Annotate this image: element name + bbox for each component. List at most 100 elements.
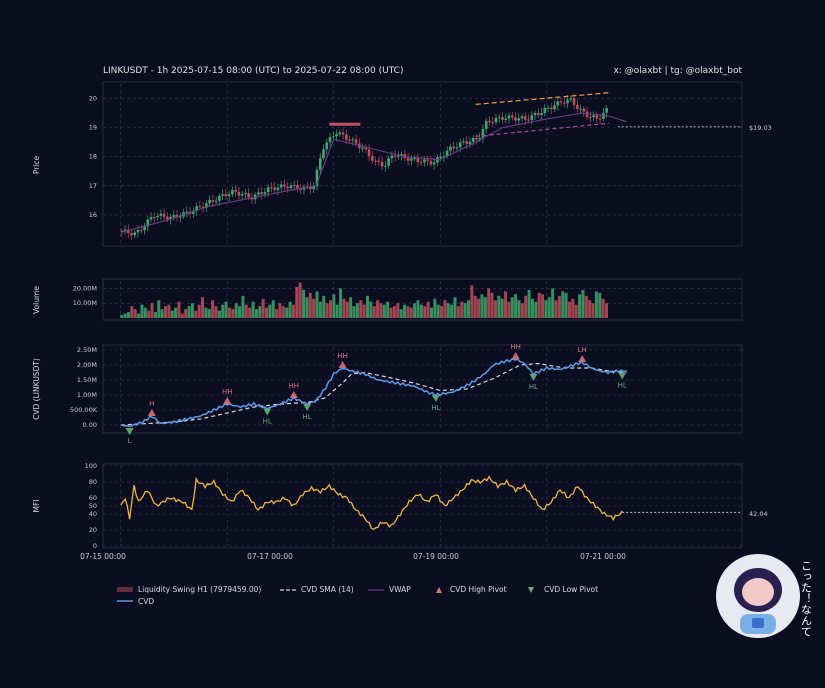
y-tick-label: 60 — [89, 494, 97, 502]
candle-body — [126, 229, 130, 234]
candle-body — [325, 142, 329, 150]
mfi-ylabel: MFI — [32, 500, 41, 513]
candle-body — [426, 159, 429, 161]
candle-body — [218, 195, 221, 201]
candle-body — [566, 99, 569, 104]
candle-body — [221, 194, 224, 196]
volume-bar — [258, 306, 262, 318]
candle-body — [550, 107, 553, 110]
volume-bar — [369, 301, 373, 318]
y-tick-label: 10.00M — [73, 299, 97, 307]
candle-body — [205, 203, 208, 208]
y-tick-label: 20 — [89, 526, 97, 534]
candle-body — [471, 138, 475, 142]
volume-bar — [392, 306, 396, 318]
candle-body — [309, 186, 312, 190]
y-tick-label: 2.00M — [77, 361, 97, 369]
volume-bar — [204, 307, 208, 318]
candle-body — [149, 217, 153, 220]
volume-bar — [302, 289, 306, 318]
legend-label: Liquidity Swing H1 (7979459.00) — [138, 585, 261, 594]
volume-bar — [278, 303, 282, 318]
volume-bar — [120, 315, 124, 318]
volume-panel — [102, 278, 743, 321]
pivot-label: HL — [431, 404, 440, 412]
volume-bar — [376, 300, 380, 318]
candle-body — [315, 169, 319, 187]
volume-bar — [140, 304, 144, 318]
candle-body — [156, 215, 159, 218]
candle-body — [361, 147, 364, 149]
candle-body — [406, 158, 410, 161]
volume-bar — [372, 306, 376, 318]
candle-body — [478, 138, 482, 140]
candle-body — [341, 132, 345, 135]
volume-bar — [217, 310, 221, 318]
y-tick-label: 0.00 — [83, 421, 97, 429]
volume-bar — [429, 307, 433, 318]
candle-body — [540, 112, 543, 115]
y-tick-label: 40 — [89, 510, 97, 518]
candle-body — [563, 102, 566, 104]
candle-body — [260, 192, 263, 195]
volume-bar — [308, 292, 312, 318]
candle-body — [227, 194, 231, 197]
vwap-line — [120, 112, 627, 233]
candle-body — [367, 149, 371, 157]
volume-bar — [440, 306, 444, 318]
candle-body — [276, 187, 280, 191]
y-tick-label: 20 — [89, 95, 97, 103]
candle-body — [569, 98, 573, 100]
low-pivot-marker — [618, 372, 627, 380]
volume-bar — [147, 310, 151, 318]
y-tick-label: 20.00M — [73, 284, 97, 292]
y-tick-label: 80 — [89, 478, 97, 486]
volume-bar — [537, 292, 541, 318]
volume-bar — [126, 312, 130, 318]
candle-body — [338, 132, 342, 135]
volume-bar — [557, 295, 561, 318]
volume-bar — [463, 303, 467, 318]
volume-bar — [382, 304, 386, 318]
candle-body — [162, 213, 166, 217]
pivot-label: HL — [263, 418, 272, 426]
volume-bar — [349, 297, 353, 318]
volume-bar — [399, 309, 403, 318]
volume-bar — [211, 300, 215, 318]
volume-bar — [460, 301, 464, 318]
volume-bar — [265, 307, 269, 318]
candle-body — [546, 107, 550, 109]
volume-bar — [281, 306, 285, 318]
candle-body — [527, 119, 530, 121]
last-price-label: $19.03 — [749, 124, 772, 132]
volume-bar — [224, 301, 228, 318]
candle-body — [152, 217, 156, 219]
volume-bar — [554, 300, 558, 318]
candle-body — [419, 162, 423, 164]
volume-bar — [490, 292, 494, 318]
high-pivot-marker — [578, 355, 587, 362]
candle-body — [520, 116, 524, 119]
candle-body — [136, 230, 140, 233]
low-pivot-marker — [125, 428, 134, 435]
candle-body — [517, 118, 521, 121]
y-tick-label: 500.00K — [70, 406, 98, 414]
candle-body — [475, 138, 478, 140]
volume-bar — [130, 306, 134, 318]
plot-layer: 16 17 18 19 20 10.00M 20.00M 0.00 500.00K 1.00M 1.… — [70, 84, 742, 550]
candle-body — [598, 118, 602, 120]
candle-body — [263, 192, 267, 195]
low-pivot-marker — [263, 408, 272, 416]
volume-bar — [332, 294, 336, 318]
volume-bar — [298, 282, 302, 318]
candle-body — [247, 193, 250, 198]
volume-bar — [345, 301, 349, 318]
volume-bar — [271, 300, 275, 318]
candle-body — [351, 139, 355, 141]
volume-bar — [160, 309, 164, 318]
candle-body — [595, 115, 599, 119]
candle-body — [442, 156, 446, 158]
cvd-sma-line — [120, 362, 627, 426]
volume-bar — [318, 301, 322, 318]
y-tick-label: 0 — [93, 542, 97, 550]
